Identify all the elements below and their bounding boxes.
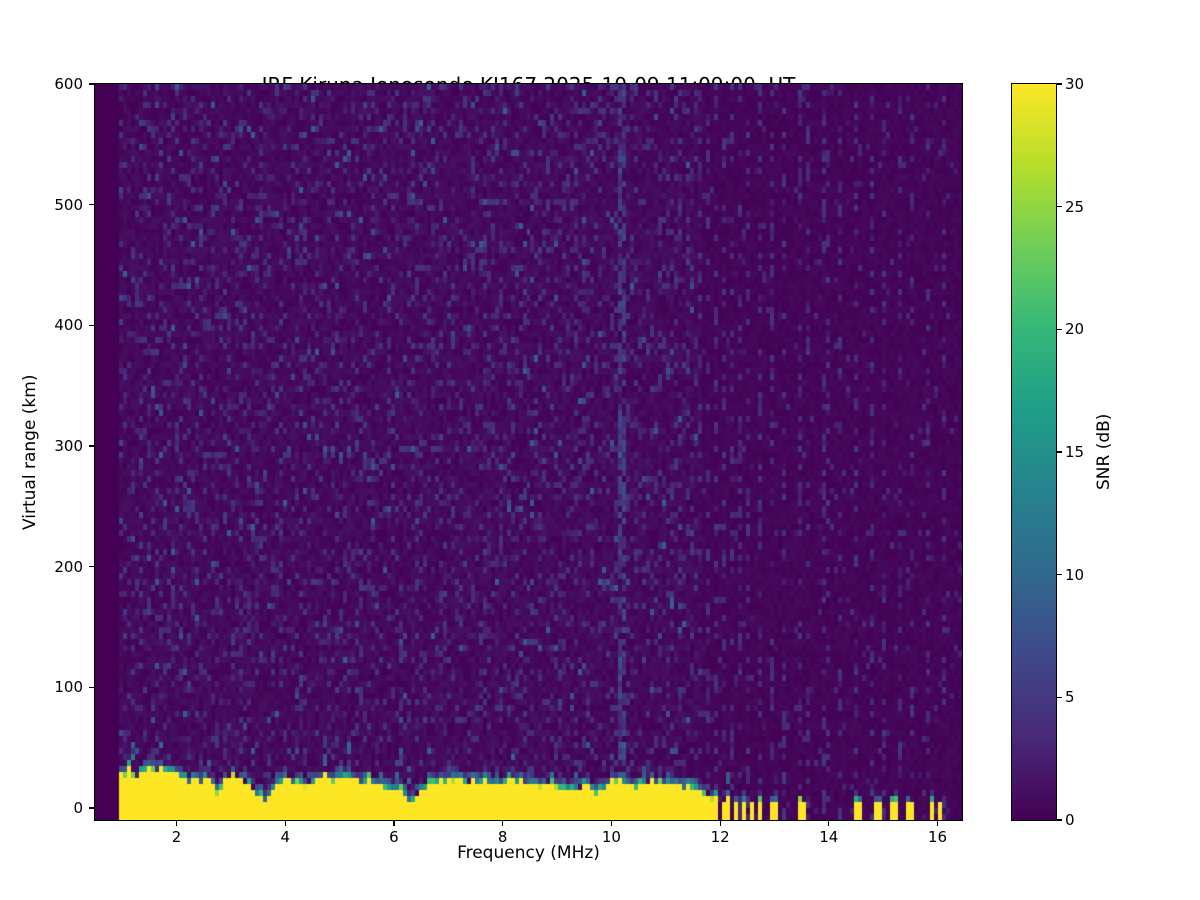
x-tick-mark xyxy=(610,821,612,826)
y-tick-mark xyxy=(88,83,94,85)
colorbar-tick-mark xyxy=(1057,328,1062,330)
colorbar xyxy=(1011,83,1057,821)
colorbar-tick-mark xyxy=(1057,83,1062,85)
colorbar-tick-mark xyxy=(1057,206,1062,208)
x-tick-label: 6 xyxy=(389,828,399,846)
y-tick-label: 600 xyxy=(54,75,83,93)
colorbar-tick-label: 15 xyxy=(1065,443,1085,461)
colorbar-tick-mark xyxy=(1057,451,1062,453)
ionogram-heatmap xyxy=(95,84,962,820)
y-tick-label: 500 xyxy=(54,195,83,214)
x-tick-label: 10 xyxy=(601,828,621,846)
colorbar-tick-label: 5 xyxy=(1065,688,1075,707)
colorbar-tick-label: 30 xyxy=(1065,75,1085,93)
plot-area xyxy=(94,83,963,821)
y-axis-label: Virtual range (km) xyxy=(20,374,40,530)
y-tick-label: 300 xyxy=(54,436,83,455)
x-tick-mark xyxy=(393,821,395,826)
colorbar-tick-mark xyxy=(1057,819,1062,821)
x-tick-mark xyxy=(828,821,830,826)
y-tick-label: 0 xyxy=(73,798,83,817)
y-tick-mark xyxy=(88,204,94,206)
x-tick-label: 2 xyxy=(171,828,182,846)
colorbar-label: SNR (dB) xyxy=(1094,413,1114,491)
x-axis-label: Frequency (MHz) xyxy=(457,843,600,863)
y-tick-label: 100 xyxy=(54,678,83,697)
x-tick-label: 14 xyxy=(819,828,839,846)
colorbar-tick-label: 25 xyxy=(1065,197,1085,216)
y-tick-mark xyxy=(88,686,94,688)
x-tick-mark xyxy=(175,821,178,826)
colorbar-tick-label: 0 xyxy=(1065,811,1075,829)
x-tick-mark xyxy=(502,821,504,826)
x-tick-mark xyxy=(936,821,939,826)
colorbar-tick-mark xyxy=(1057,574,1062,576)
y-tick-mark xyxy=(88,445,94,447)
y-tick-label: 400 xyxy=(54,316,83,335)
x-tick-label: 12 xyxy=(710,828,730,846)
colorbar-tick-label: 20 xyxy=(1065,320,1085,339)
y-tick-label: 200 xyxy=(54,557,83,576)
x-tick-mark xyxy=(284,821,286,826)
colorbar-tick-mark xyxy=(1057,696,1062,698)
x-tick-label: 8 xyxy=(497,828,508,846)
y-tick-mark xyxy=(88,807,94,809)
y-tick-mark xyxy=(88,566,94,568)
y-tick-mark xyxy=(88,324,94,326)
colorbar-tick-label: 10 xyxy=(1065,565,1085,584)
x-tick-label: 16 xyxy=(927,828,948,846)
x-tick-label: 4 xyxy=(280,828,291,846)
colorbar-gradient xyxy=(1012,84,1056,820)
x-tick-mark xyxy=(719,821,721,826)
